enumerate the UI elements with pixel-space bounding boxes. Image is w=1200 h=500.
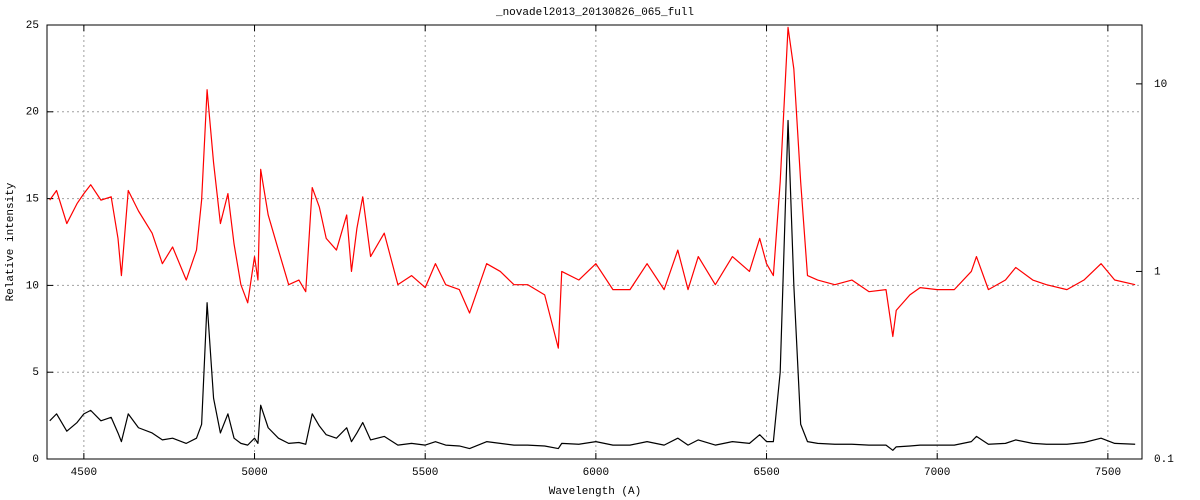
y2-tick-label: 0.1 — [1154, 454, 1174, 466]
y-tick-label: 0 — [32, 454, 39, 466]
y-tick-label: 25 — [26, 20, 39, 32]
x-tick-label: 6500 — [753, 467, 779, 479]
y-tick-label: 15 — [26, 194, 39, 206]
x-axis-label: Wavelength (A) — [549, 486, 641, 498]
data-line — [49, 119, 1136, 451]
y-tick-label: 20 — [26, 107, 39, 119]
x-tick-label: 7000 — [924, 467, 950, 479]
x-tick-label: 5500 — [412, 467, 438, 479]
y-axis-label: Relative intensity — [5, 182, 17, 301]
y-tick-label: 5 — [32, 367, 39, 379]
y2-tick-label: 1 — [1154, 266, 1161, 278]
plot-frame — [46, 24, 1143, 460]
y2-tick-label: 10 — [1154, 79, 1167, 91]
x-tick-label: 4500 — [71, 467, 97, 479]
x-tick-label: 7500 — [1095, 467, 1121, 479]
data-line — [49, 26, 1136, 349]
y-tick-label: 10 — [26, 280, 39, 292]
x-tick-label: 5000 — [241, 467, 267, 479]
x-tick-label: 6000 — [583, 467, 609, 479]
chart-title: _novadel2013_20130826_065_full — [495, 7, 694, 19]
